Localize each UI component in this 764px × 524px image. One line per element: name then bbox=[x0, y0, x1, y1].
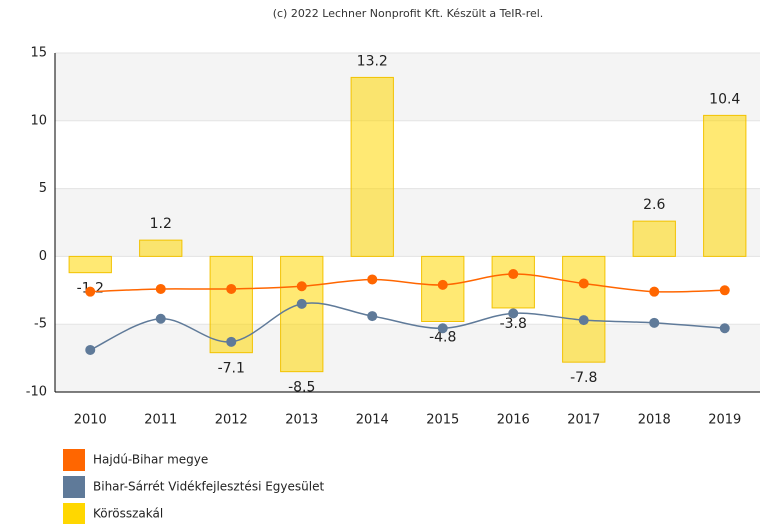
point bbox=[437, 323, 448, 334]
point bbox=[508, 308, 519, 319]
data-label: 2.6 bbox=[643, 197, 665, 213]
point bbox=[367, 274, 378, 285]
bar bbox=[562, 255, 606, 363]
point bbox=[296, 281, 307, 292]
data-label: 10.4 bbox=[709, 91, 740, 107]
data-label: -8.5 bbox=[288, 380, 315, 396]
line bbox=[90, 273, 725, 293]
plot-band bbox=[55, 53, 760, 121]
y-tick-label: 10 bbox=[30, 113, 47, 128]
legend-label: Bihar-Sárrét Vidékfejlesztési Egyesület bbox=[93, 480, 324, 494]
x-tick-label: 2011 bbox=[144, 413, 177, 428]
bar bbox=[280, 255, 324, 373]
data-label: -4.8 bbox=[429, 329, 456, 345]
y-tick-label: 5 bbox=[39, 181, 47, 196]
legend-swatch bbox=[63, 449, 85, 471]
plot-band bbox=[55, 120, 760, 189]
x-tick-label: 2010 bbox=[74, 413, 107, 428]
point bbox=[155, 283, 166, 294]
bar bbox=[491, 255, 535, 309]
bar bbox=[139, 239, 183, 257]
point bbox=[578, 278, 589, 289]
point bbox=[226, 283, 237, 294]
line bbox=[89, 302, 725, 351]
data-label: -3.8 bbox=[500, 316, 527, 332]
y-tick-label: 0 bbox=[39, 249, 47, 264]
x-tick-label: 2015 bbox=[426, 413, 459, 428]
legend-swatch bbox=[63, 476, 85, 498]
data-label: -7.8 bbox=[570, 370, 597, 386]
x-tick-label: 2012 bbox=[215, 413, 248, 428]
data-label: 1.2 bbox=[150, 216, 172, 232]
point bbox=[85, 286, 96, 297]
point bbox=[719, 285, 730, 296]
x-tick-label: 2017 bbox=[567, 413, 600, 428]
y-tick-label: 15 bbox=[30, 46, 47, 61]
point bbox=[155, 313, 166, 324]
legend-swatch bbox=[63, 503, 85, 524]
y-tick-label: -5 bbox=[34, 317, 47, 332]
x-tick-label: 2014 bbox=[356, 413, 389, 428]
bar bbox=[632, 220, 676, 257]
point bbox=[226, 336, 237, 347]
point bbox=[578, 315, 589, 326]
point bbox=[649, 317, 660, 328]
point bbox=[508, 269, 519, 280]
x-tick-label: 2019 bbox=[708, 413, 741, 428]
data-label: -7.1 bbox=[218, 361, 245, 377]
data-label: 13.2 bbox=[357, 53, 388, 69]
point bbox=[85, 344, 96, 355]
point bbox=[649, 286, 660, 297]
y-tick-label: -10 bbox=[26, 385, 47, 400]
x-tick-label: 2018 bbox=[638, 413, 671, 428]
plot-band bbox=[55, 324, 760, 392]
point bbox=[719, 323, 730, 334]
bar bbox=[350, 76, 394, 257]
bar bbox=[68, 255, 112, 274]
point bbox=[296, 298, 307, 309]
x-tick-label: 2016 bbox=[497, 413, 530, 428]
credits: (c) 2022 Lechner Nonprofit Kft. Készült … bbox=[273, 7, 544, 20]
point bbox=[437, 279, 448, 290]
x-tick-label: 2013 bbox=[285, 413, 318, 428]
legend-label: Körösszakál bbox=[93, 507, 163, 521]
bar bbox=[703, 114, 747, 257]
point bbox=[367, 311, 378, 322]
legend-label: Hajdú-Bihar megye bbox=[93, 453, 208, 467]
